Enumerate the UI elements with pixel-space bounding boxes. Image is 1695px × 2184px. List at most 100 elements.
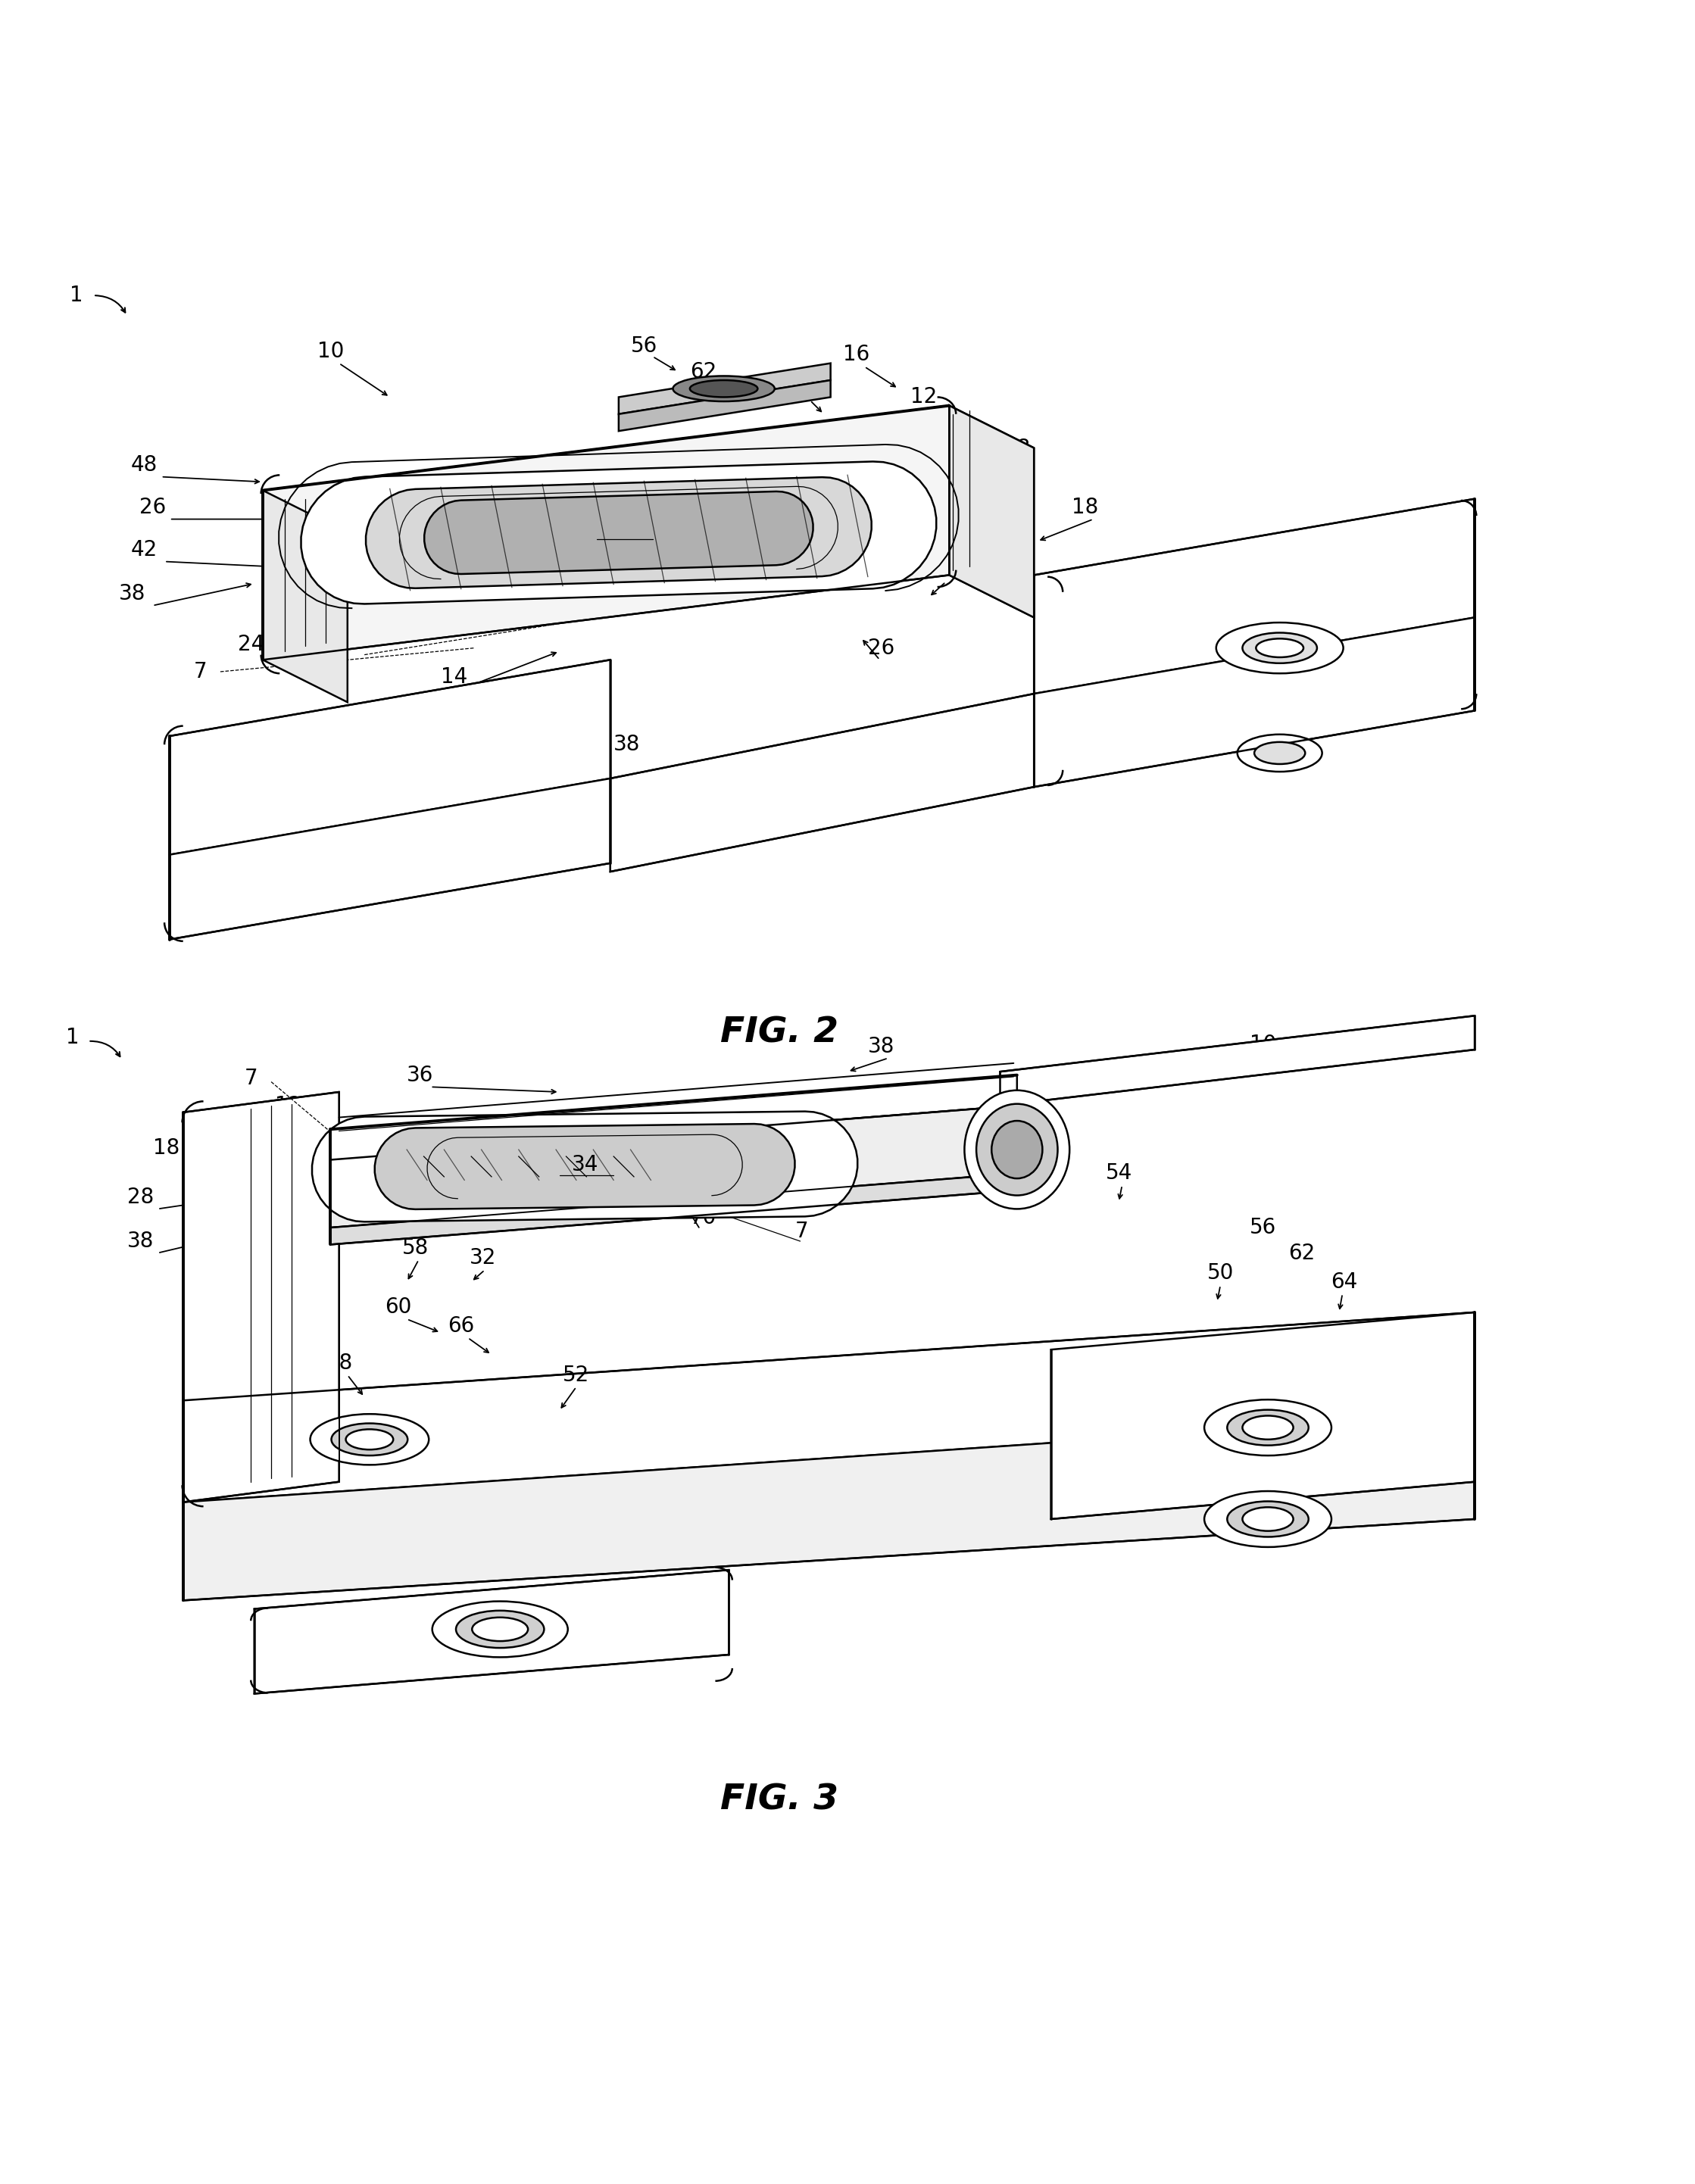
Text: 10: 10 (1249, 1033, 1276, 1055)
Text: FIG. 3: FIG. 3 (720, 1784, 839, 1817)
Text: 58: 58 (402, 1238, 429, 1258)
Text: 34: 34 (486, 1136, 514, 1158)
Ellipse shape (310, 1413, 429, 1465)
Text: 56: 56 (631, 336, 658, 356)
Text: 7: 7 (193, 662, 207, 681)
Text: 66: 66 (447, 1315, 475, 1337)
Polygon shape (170, 778, 610, 939)
Text: 46: 46 (520, 708, 547, 729)
Polygon shape (1034, 618, 1475, 786)
Text: 68: 68 (1359, 640, 1387, 662)
Text: 66: 66 (1325, 601, 1353, 620)
Ellipse shape (1203, 1400, 1331, 1455)
Text: 28: 28 (1003, 437, 1031, 459)
Text: 42: 42 (131, 539, 158, 561)
Text: 38: 38 (614, 734, 641, 756)
Text: 70: 70 (690, 1208, 717, 1227)
Polygon shape (949, 406, 1034, 618)
Polygon shape (949, 406, 1034, 618)
Text: 16: 16 (1325, 559, 1353, 581)
Polygon shape (1034, 498, 1475, 695)
Polygon shape (254, 1570, 729, 1693)
Polygon shape (331, 1075, 1017, 1160)
Text: 64: 64 (792, 378, 819, 400)
Text: 38: 38 (119, 583, 146, 605)
Polygon shape (183, 1092, 339, 1503)
Polygon shape (1000, 1016, 1475, 1105)
Text: 30: 30 (848, 1101, 875, 1123)
Text: 1: 1 (69, 284, 83, 306)
Polygon shape (424, 491, 814, 574)
Text: 14: 14 (441, 666, 468, 688)
Polygon shape (375, 1125, 795, 1210)
Text: 50: 50 (1207, 1262, 1234, 1284)
Ellipse shape (1203, 1492, 1331, 1546)
Polygon shape (183, 1413, 1475, 1601)
Polygon shape (619, 380, 831, 430)
Polygon shape (312, 1112, 858, 1221)
Polygon shape (331, 1105, 1017, 1227)
Text: 38: 38 (868, 1035, 895, 1057)
Polygon shape (183, 1313, 1475, 1503)
Text: 34: 34 (571, 1155, 598, 1175)
Text: 16: 16 (842, 345, 870, 365)
Text: 26: 26 (139, 496, 166, 518)
Text: 7: 7 (244, 1068, 258, 1090)
Text: 68: 68 (325, 1352, 353, 1374)
Polygon shape (170, 660, 610, 854)
Text: 62: 62 (1288, 1243, 1315, 1265)
Text: FIG. 2: FIG. 2 (720, 1016, 839, 1051)
Polygon shape (263, 406, 949, 660)
Ellipse shape (1227, 1411, 1309, 1446)
Text: 36: 36 (407, 1064, 434, 1085)
Text: 1: 1 (66, 1026, 80, 1048)
Text: 14: 14 (588, 1197, 615, 1219)
Polygon shape (1051, 1313, 1475, 1520)
Text: 7: 7 (795, 1221, 809, 1241)
Polygon shape (610, 695, 1034, 871)
Polygon shape (366, 476, 871, 587)
Ellipse shape (1242, 1507, 1293, 1531)
Text: 54: 54 (1105, 1162, 1132, 1184)
Text: 52: 52 (563, 1365, 590, 1385)
Text: 60: 60 (1207, 544, 1234, 566)
Text: 62: 62 (690, 360, 717, 382)
Text: 58: 58 (1085, 712, 1112, 734)
Ellipse shape (1217, 622, 1342, 673)
Text: 20: 20 (936, 559, 963, 581)
Text: 12: 12 (910, 387, 937, 408)
Ellipse shape (1242, 1415, 1293, 1439)
Text: 18: 18 (1071, 496, 1098, 518)
Ellipse shape (1254, 743, 1305, 764)
Text: 48: 48 (568, 723, 595, 743)
Ellipse shape (346, 1428, 393, 1450)
Polygon shape (263, 406, 1034, 533)
Ellipse shape (432, 1601, 568, 1658)
Text: 26: 26 (868, 638, 895, 660)
Text: 38: 38 (127, 1230, 154, 1251)
Ellipse shape (471, 1618, 527, 1640)
Ellipse shape (690, 380, 758, 397)
Text: 22: 22 (610, 520, 637, 539)
Ellipse shape (992, 1120, 1042, 1179)
Ellipse shape (1237, 734, 1322, 771)
Text: 34: 34 (475, 699, 502, 719)
Text: 48: 48 (131, 454, 158, 476)
Ellipse shape (976, 1103, 1058, 1195)
Ellipse shape (332, 1424, 408, 1455)
Polygon shape (331, 1173, 1017, 1245)
Text: 28: 28 (127, 1186, 154, 1208)
Text: 32: 32 (470, 1247, 497, 1269)
Text: 70: 70 (809, 743, 836, 764)
Polygon shape (302, 461, 936, 605)
Ellipse shape (1227, 1500, 1309, 1538)
Text: 12: 12 (275, 1094, 302, 1116)
Text: 60: 60 (385, 1297, 412, 1317)
Ellipse shape (1242, 633, 1317, 664)
Text: 18: 18 (153, 1138, 180, 1158)
Polygon shape (263, 491, 347, 703)
Text: 56: 56 (1249, 1216, 1276, 1238)
Text: 64: 64 (1331, 1271, 1358, 1293)
Polygon shape (619, 363, 831, 415)
Ellipse shape (964, 1090, 1070, 1210)
